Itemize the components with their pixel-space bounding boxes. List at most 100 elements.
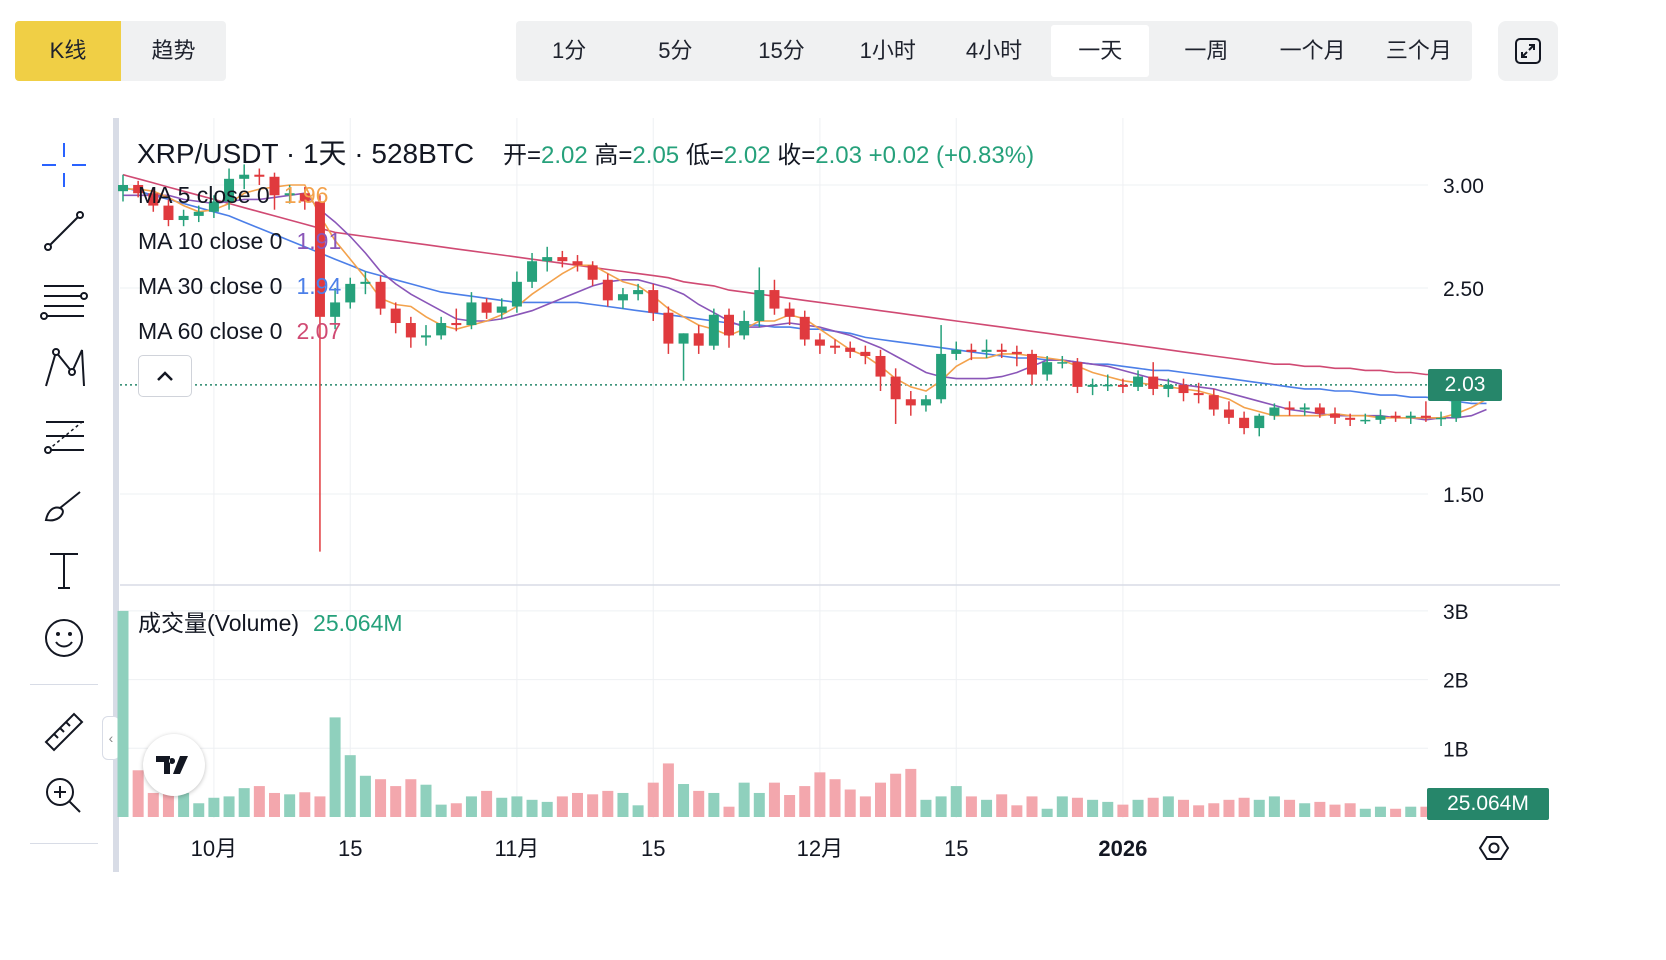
candle-body [905,399,916,406]
fullscreen-button[interactable] [1498,21,1558,81]
interval-tab[interactable]: 一天 [1051,25,1150,77]
interval-tab[interactable]: 一周 [1184,38,1229,63]
volume-bar [1299,803,1311,817]
volume-label: 成交量(Volume) [138,610,300,636]
interval-tab[interactable]: 一个月 [1279,38,1346,63]
candle-body [754,290,765,321]
tab-trend[interactable]: 趋势 [151,38,196,63]
volume-bar [662,763,674,817]
candle-body [1451,397,1462,418]
candle-body [875,355,886,377]
volume-axis-label: 1B [1443,738,1469,761]
legend-collapse-button[interactable] [138,355,192,397]
chart-settings-button[interactable] [1478,832,1510,864]
measure-tool[interactable] [38,706,90,758]
candle-body [1330,413,1340,418]
candle-body [1027,353,1037,375]
candle-body [602,279,613,301]
ma10-legend[interactable]: MA 10 close 0 1.91 [138,228,341,255]
volume-bar [1071,797,1083,817]
volume-bar [496,797,508,817]
trend-line-tool[interactable] [38,205,90,257]
volume-bar [193,803,205,817]
tab-kline[interactable]: K线 [15,21,121,81]
pattern-tool[interactable] [38,342,90,394]
candle-body [587,265,598,280]
volume-bar [117,610,129,817]
candle-body [208,201,219,212]
volume-bar [1359,808,1371,817]
candle-body [421,335,431,338]
candle-body [920,399,931,406]
interval-tab[interactable]: 三个月 [1385,38,1452,63]
volume-bar [981,799,993,817]
candle-body [784,308,795,317]
candle-body [981,349,992,352]
ma60-legend[interactable]: MA 60 close 0 2.07 [138,318,341,345]
volume-bar [238,788,250,817]
interval-tab[interactable]: 15分 [758,38,805,63]
toolbar-divider-bottom [30,843,98,844]
price-axis-label: 2.50 [1443,278,1484,301]
volume-bar [1420,806,1432,817]
volume-bar [905,768,917,817]
candle-body [890,376,901,400]
volume-bar [572,792,583,817]
volume-bar [223,796,235,817]
candle-body [708,314,719,346]
ma5-legend[interactable]: MA 5 close 0 1.96 [138,182,328,209]
interval-tab[interactable]: 5分 [658,38,693,63]
candle-body [1436,417,1447,420]
interval-tab[interactable]: 1小时 [859,38,916,63]
tradingview-logo[interactable] [143,734,205,796]
crosshair-tool[interactable] [38,139,90,191]
candle-body [769,290,780,309]
candle-body [1102,384,1113,387]
candle-body [390,308,401,324]
candle-body [693,333,704,346]
text-tool[interactable] [38,544,90,596]
volume-bar [465,796,477,817]
candle-body [193,211,204,216]
candle-body [845,347,856,352]
candle-body [299,193,310,202]
symbol-title: XRP/USDT · 1天 · 528BTC [137,138,475,169]
price-axis-label: 1.50 [1443,484,1484,507]
volume-bar [511,796,523,817]
volume-bar [708,792,720,817]
parallel-lines-tool[interactable] [38,274,90,326]
volume-bar [753,792,765,817]
emoji-tool[interactable] [38,612,90,664]
volume-bar [602,790,614,817]
volume-bar [617,792,629,817]
interval-tab[interactable]: 4小时 [965,38,1023,63]
candle-body [451,323,462,326]
candle-body [1163,384,1174,389]
interval-tab[interactable]: 1分 [551,38,587,63]
candle-body [617,294,628,301]
last-price-tag: 2.03 [1428,369,1502,401]
ma5-label: MA 5 close 0 [138,182,270,208]
volume-bar [829,779,841,817]
volume-tag: 25.064M [1427,788,1549,820]
ma30-value: 1.94 [296,273,342,299]
ma30-legend[interactable]: MA 30 close 0 1.94 [138,273,341,300]
candle-body [1011,351,1022,354]
candle-body [1375,415,1386,420]
brush-tool[interactable] [38,478,90,530]
candle-body [511,281,522,307]
zoom-tool[interactable] [38,770,90,822]
ma5-value: 1.96 [283,182,329,208]
ohlc-readout: 开=2.02 高=2.05 低=2.02 收=2.03 +0.02 (+0.83… [503,135,1034,170]
top-bar: K线 趋势 1分 5分 15分 1小时 4小时 一天 一周 一个月 三个月 [0,0,1666,100]
candle-body [1269,407,1280,416]
candle-body [1117,384,1128,387]
candle-body [1148,376,1159,389]
candle-body [678,333,689,344]
candle-body [239,174,250,179]
fibonacci-tool[interactable] [38,410,90,462]
volume-bar [526,799,538,817]
volume-bar [359,775,371,817]
horizontal-lines-icon [40,285,88,320]
volume-bar [647,782,659,817]
